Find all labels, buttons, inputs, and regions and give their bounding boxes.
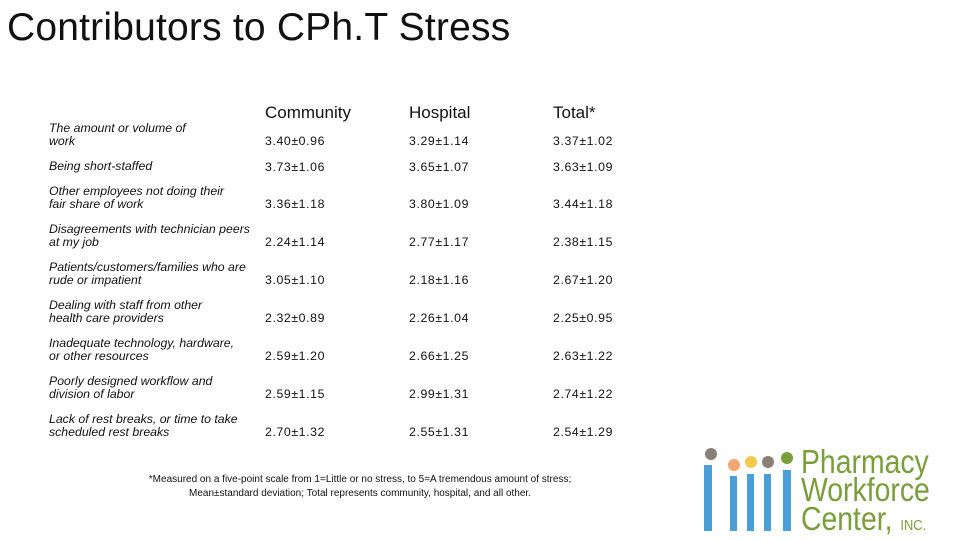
cell-hospital: 2.66±1.25 bbox=[409, 349, 470, 363]
logo-bar-5 bbox=[783, 470, 791, 531]
footnote-line-1: *Measured on a five-point scale from 1=L… bbox=[148, 474, 572, 485]
logo-line-pharmacy: Pharmacy bbox=[801, 443, 929, 480]
cell-hospital: 2.18±1.16 bbox=[409, 273, 470, 287]
cell-hospital: 2.55±1.31 bbox=[409, 425, 470, 439]
logo-dot-gray bbox=[705, 448, 717, 460]
logo-center-word: Center, bbox=[801, 500, 893, 537]
footnote: *Measured on a five-point scale from 1=L… bbox=[100, 473, 620, 501]
cell-community: 3.05±1.10 bbox=[265, 273, 326, 287]
logo-mark-icon bbox=[704, 448, 793, 531]
cell-hospital: 2.99±1.31 bbox=[409, 387, 470, 401]
cell-hospital: 3.80±1.09 bbox=[409, 197, 470, 211]
cell-total: 3.37±1.02 bbox=[553, 134, 614, 148]
cell-community: 2.70±1.32 bbox=[265, 425, 326, 439]
cell-hospital: 2.77±1.17 bbox=[409, 235, 470, 249]
cell-community: 3.73±1.06 bbox=[265, 160, 326, 174]
cell-hospital: 2.26±1.04 bbox=[409, 311, 470, 325]
cell-hospital: 3.29±1.14 bbox=[409, 134, 470, 148]
logo-dot-green bbox=[781, 452, 793, 464]
row-label: Dealing with staff from other health car… bbox=[49, 298, 203, 325]
row-label: Being short-staffed bbox=[49, 159, 153, 173]
cell-hospital: 3.65±1.07 bbox=[409, 160, 470, 174]
cell-community: 3.40±0.96 bbox=[265, 134, 326, 148]
row-label: Disagreements with technician peers at m… bbox=[49, 222, 250, 249]
logo-dot-peach bbox=[728, 459, 740, 471]
cell-total: 2.63±1.22 bbox=[553, 349, 614, 363]
cell-total: 3.44±1.18 bbox=[553, 197, 614, 211]
logo-line-workforce: Workforce bbox=[801, 471, 930, 508]
logo-bar-4 bbox=[764, 474, 771, 531]
cell-total: 2.38±1.15 bbox=[553, 235, 614, 249]
cell-total: 2.67±1.20 bbox=[553, 273, 614, 287]
logo-bar-1 bbox=[704, 465, 712, 531]
footnote-line-2: Mean±standard deviation; Total represent… bbox=[189, 488, 531, 499]
logo-line-center: Center, INC. bbox=[801, 500, 926, 538]
row-label: Lack of rest breaks, or time to take sch… bbox=[49, 412, 238, 439]
row-label: Poorly designed workflow and division of… bbox=[49, 374, 213, 401]
slide-title: Contributors to CPh.T Stress bbox=[7, 6, 511, 49]
cell-total: 2.74±1.22 bbox=[553, 387, 614, 401]
row-label: The amount or volume of work bbox=[49, 121, 186, 148]
cell-total: 2.54±1.29 bbox=[553, 425, 614, 439]
cell-community: 2.59±1.15 bbox=[265, 387, 326, 401]
cell-community: 3.36±1.18 bbox=[265, 197, 326, 211]
cell-community: 2.24±1.14 bbox=[265, 235, 326, 249]
logo-inc: INC. bbox=[900, 517, 927, 534]
logo-bar-3 bbox=[747, 474, 754, 531]
row-label: Inadequate technology, hardware, or othe… bbox=[49, 336, 235, 363]
cell-total: 2.25±0.95 bbox=[553, 311, 614, 325]
cell-community: 2.32±0.89 bbox=[265, 311, 326, 325]
column-header-community: Community bbox=[265, 103, 351, 122]
logo-bar-2 bbox=[730, 476, 737, 531]
cell-community: 2.59±1.20 bbox=[265, 349, 326, 363]
column-header-hospital: Hospital bbox=[409, 103, 471, 122]
row-label: Patients/customers/families who are rude… bbox=[49, 260, 246, 287]
logo-dot-gray-2 bbox=[762, 456, 774, 468]
cell-total: 3.63±1.09 bbox=[553, 160, 614, 174]
row-label: Other employees not doing their fair sha… bbox=[49, 184, 224, 211]
column-header-total: Total* bbox=[553, 103, 596, 122]
logo-dot-yellow bbox=[745, 456, 757, 468]
